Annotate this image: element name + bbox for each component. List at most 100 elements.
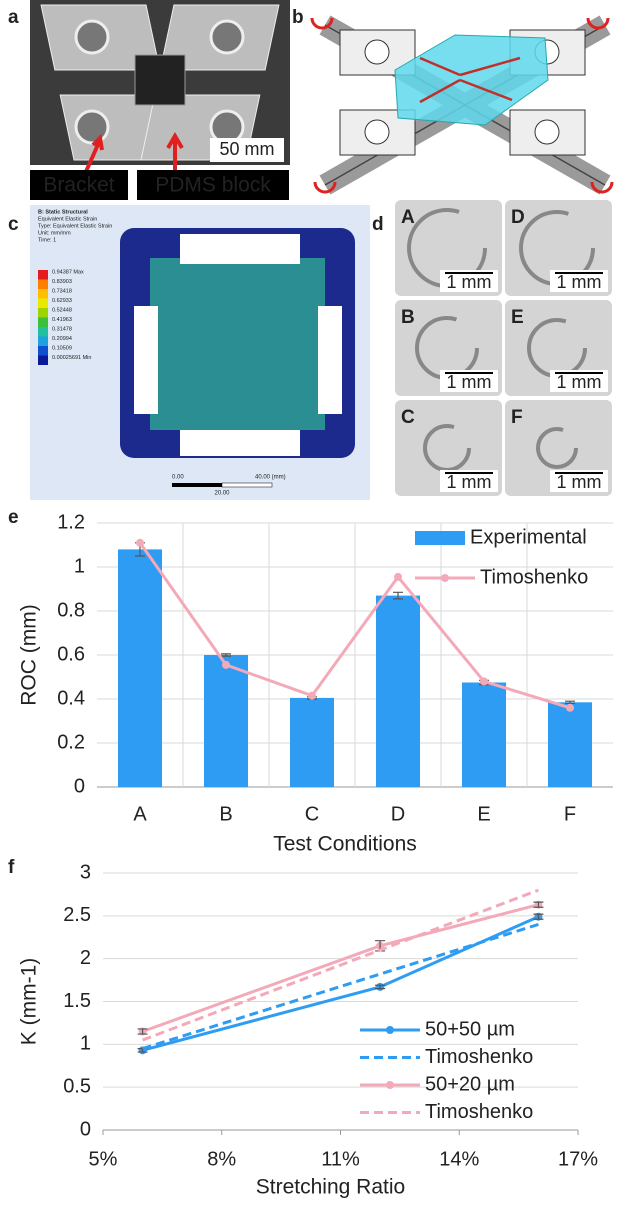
label-box: [137, 170, 289, 200]
x-tick-label: F: [564, 803, 576, 825]
scale-text: 1 mm: [447, 472, 492, 492]
pdms-block: [134, 54, 186, 106]
hole: [534, 119, 560, 145]
y-tick-label: 1.5: [63, 990, 91, 1012]
panel-letter: f: [8, 857, 15, 878]
scale-text: 1 mm: [557, 272, 602, 292]
hole: [74, 19, 110, 55]
marker: [308, 691, 316, 700]
legend-label: Timoshenko: [425, 1046, 533, 1068]
y-tick-label: 0: [80, 1118, 91, 1140]
legend-title: Unit: mm/mm: [38, 230, 71, 236]
colorbar-label: 0.00025691 Min: [52, 355, 91, 361]
colorbar-label: 0.20994: [52, 336, 72, 342]
bar: [118, 549, 162, 787]
scale-text: 1 mm: [557, 372, 602, 392]
bar: [204, 655, 248, 787]
y-axis-title: ROC (mm): [18, 604, 41, 705]
line: [138, 541, 571, 710]
scale-box: [440, 470, 498, 492]
line: [142, 903, 539, 1033]
slot: [318, 306, 342, 414]
scale-label: 40.00 (mm): [255, 475, 286, 481]
scale-label: 20.00: [214, 491, 230, 497]
mesh-center: [150, 258, 325, 430]
x-tick-label: 11%: [321, 1148, 360, 1170]
x-axis-title: Test Conditions: [273, 833, 417, 856]
image-letter: F: [511, 407, 523, 428]
y-tick-label: 2.5: [63, 904, 91, 926]
label: Bracket: [43, 174, 114, 197]
bar: [376, 595, 420, 787]
x-tick-label: D: [391, 803, 405, 825]
rotate-arrow: [590, 181, 614, 194]
y-tick-label: 1.2: [57, 511, 85, 533]
y-tick-label: 0.5: [63, 1075, 91, 1097]
label-box: [30, 170, 128, 200]
force-arrow: [419, 56, 521, 104]
y-tick-label: 1: [80, 1033, 91, 1055]
colorbar-label: 0.31478: [52, 326, 72, 332]
error-bar: [565, 700, 575, 704]
marker: [136, 538, 144, 547]
hole: [364, 39, 390, 65]
colorbar-label: 0.73418: [52, 288, 72, 294]
pdms-block: [394, 34, 549, 126]
colorbar: [38, 289, 48, 299]
legend-label: Timoshenko: [425, 1101, 533, 1123]
legend-label: 50+50 µm: [425, 1018, 515, 1040]
y-tick-label: 3: [80, 861, 91, 883]
colorbar: [38, 298, 48, 308]
y-tick-label: 0.8: [57, 599, 85, 621]
y-tick-label: 0.2: [57, 731, 85, 753]
x-tick-label: A: [133, 803, 147, 825]
colorbar: [38, 327, 48, 337]
colorbar-label: 0.41963: [52, 317, 72, 323]
line: [142, 888, 539, 1042]
hole: [74, 109, 110, 145]
x-tick-label: C: [305, 803, 319, 825]
x-tick-label: E: [477, 803, 490, 825]
rotate-arrow: [313, 181, 337, 194]
legend-title: Time: 1: [38, 237, 56, 243]
scale-text: 50 mm: [219, 139, 274, 159]
y-tick-label: 0: [74, 775, 85, 797]
error-bar: [533, 913, 544, 920]
x-axis-title: Stretching Ratio: [256, 1176, 405, 1199]
x-tick-label: 8%: [207, 1148, 236, 1170]
error-bar: [221, 653, 231, 657]
slot: [180, 430, 300, 456]
error-bar: [375, 984, 386, 990]
x-tick-label: 5%: [89, 1148, 118, 1170]
scale-text: 1 mm: [447, 372, 492, 392]
hole: [364, 119, 390, 145]
ribbon: [536, 427, 578, 469]
image-letter: C: [401, 407, 415, 428]
colorbar-label: 0.83903: [52, 279, 72, 285]
legend-title: Type: Equivalent Elastic Strain: [38, 223, 112, 229]
marker: [222, 660, 230, 669]
panel-letter: c: [8, 214, 19, 235]
scale-label: 0.00: [172, 475, 184, 481]
colorbar: [38, 317, 48, 327]
colorbar: [38, 308, 48, 318]
x-tick-label: 14%: [439, 1148, 479, 1170]
colorbar: [38, 270, 48, 280]
legend-marker: [441, 574, 449, 582]
scale-text: 1 mm: [557, 472, 602, 492]
bar: [290, 697, 334, 787]
rotate-arrow: [586, 17, 610, 30]
legend-label: Timoshenko: [480, 566, 588, 588]
colorbar: [38, 346, 48, 356]
colorbar: [38, 355, 48, 365]
hole: [209, 19, 245, 55]
y-axis-title: K (mm-1): [18, 958, 41, 1046]
panel-letter: b: [292, 7, 304, 28]
bar: [548, 702, 592, 787]
panel-letter: d: [372, 214, 384, 235]
colorbar: [38, 279, 48, 289]
panel-letter: a: [8, 7, 19, 28]
image-letter: B: [401, 307, 415, 328]
bar: [462, 682, 506, 787]
